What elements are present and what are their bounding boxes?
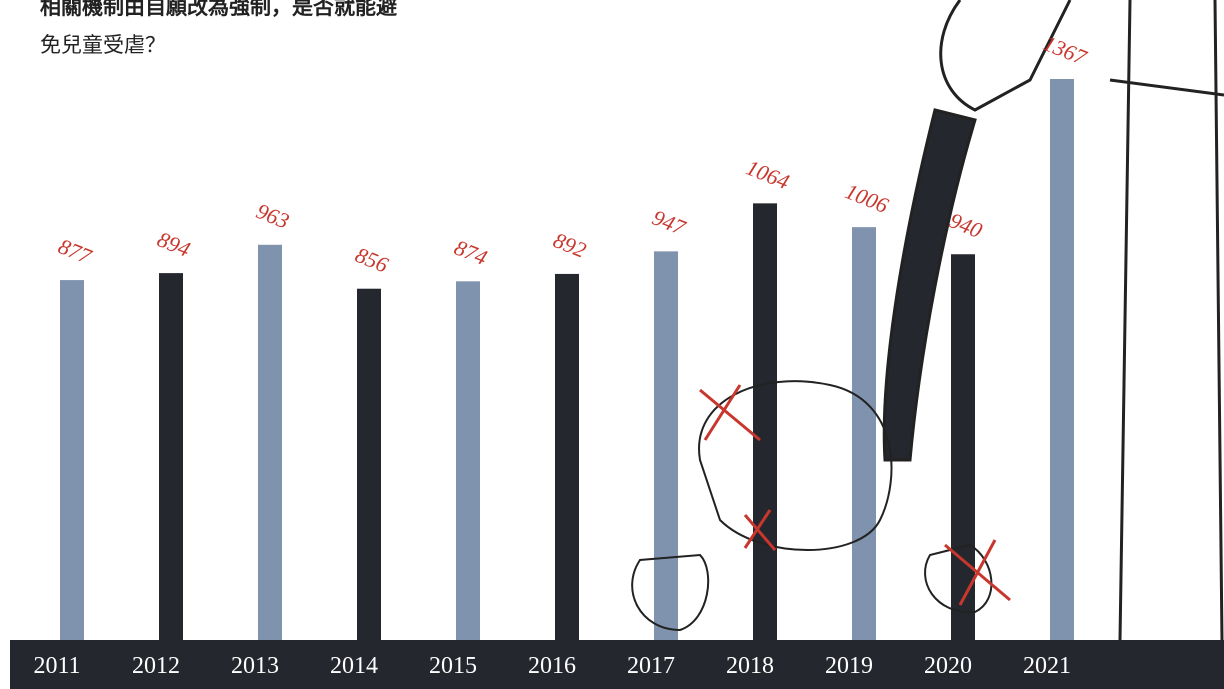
bar [1050, 79, 1074, 640]
value-label: 856 [352, 242, 392, 278]
value-label: 1064 [743, 155, 793, 195]
value-label: 892 [550, 227, 590, 263]
child-head [698, 380, 893, 551]
value-label: 947 [649, 205, 690, 241]
bar [357, 288, 381, 640]
bar [555, 273, 579, 640]
figure-outline [1109, 0, 1224, 641]
bar [60, 280, 84, 640]
x-tick-label: 2016 [528, 653, 576, 679]
bar [654, 251, 678, 640]
arm-outline [939, 0, 1072, 112]
belt [882, 108, 977, 462]
x-tick-label: 2012 [132, 653, 180, 679]
value-label: 1367 [1040, 30, 1091, 70]
x-tick-label: 2020 [924, 653, 972, 679]
value-label: 963 [253, 198, 293, 234]
x-tick-label: 2019 [825, 653, 873, 679]
x-axis-band [10, 640, 1224, 689]
value-label: 874 [451, 235, 491, 271]
chart-title: 相關機制由自願改為強制，是否就能避 [40, 0, 397, 19]
x-tick-label: 2011 [33, 653, 80, 679]
chart-title: 免兒童受虐？ [40, 33, 166, 57]
bar [951, 254, 975, 641]
bar [258, 244, 282, 640]
bar [753, 203, 777, 640]
bar [456, 281, 480, 640]
child-hand [631, 553, 710, 632]
value-label: 894 [154, 226, 194, 262]
x-tick-label: 2015 [429, 653, 477, 679]
red-cross [699, 384, 1011, 606]
bar [852, 227, 876, 640]
x-tick-label: 2017 [627, 653, 675, 679]
value-label: 877 [55, 233, 96, 269]
x-tick-label: 2013 [231, 653, 279, 679]
illustration [631, 0, 1224, 641]
x-tick-label: 2018 [726, 653, 774, 679]
bar [159, 273, 183, 640]
value-label: 1006 [842, 178, 892, 218]
x-tick-label: 2014 [330, 653, 378, 679]
x-tick-label: 2021 [1023, 653, 1071, 679]
